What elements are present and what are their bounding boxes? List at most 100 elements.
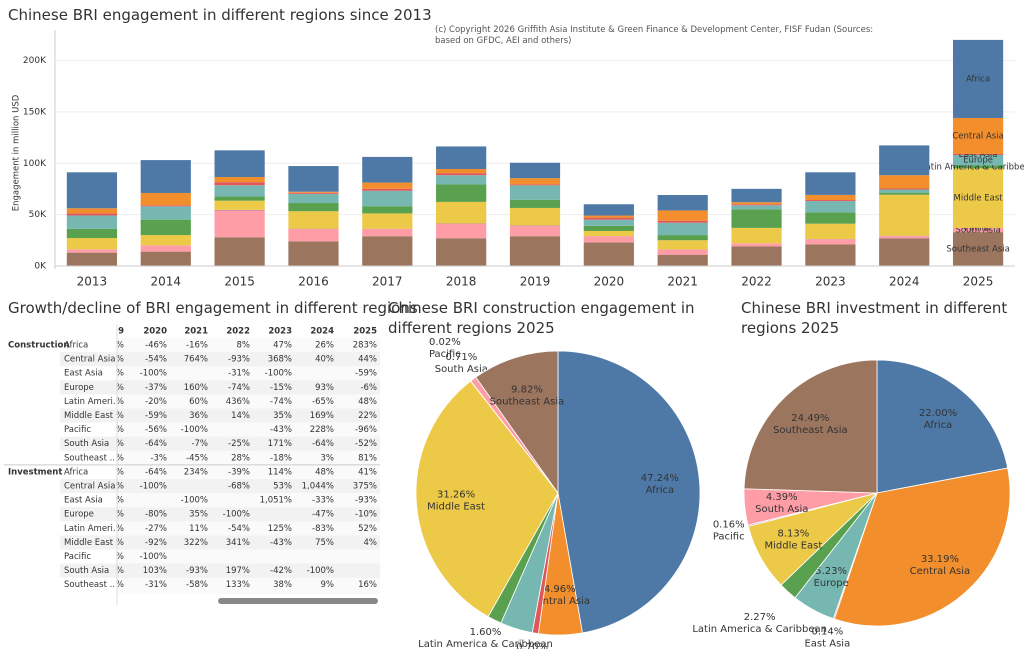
cell: 35%	[189, 510, 208, 520]
cell: 9%	[321, 580, 335, 590]
x-tick-label: 2016	[298, 275, 329, 289]
bar-segment	[140, 235, 191, 246]
cell: -100%	[140, 482, 167, 492]
cell: -59%	[355, 369, 377, 379]
x-tick-label: 2025	[963, 275, 994, 289]
cell: 322%	[184, 538, 208, 548]
bar-segment	[879, 189, 930, 193]
pie-slice	[743, 359, 878, 494]
row-label: Pacific	[64, 425, 91, 435]
cell: 11%	[189, 524, 208, 534]
cell: -16%	[186, 341, 208, 351]
cell: 171%	[268, 439, 292, 449]
cell: -59%	[145, 411, 167, 421]
bar-title: Chinese BRI engagement in different regi…	[8, 6, 432, 24]
cell: -46%	[145, 341, 167, 351]
bar-segment	[731, 243, 782, 247]
bar-segment	[805, 201, 856, 213]
bar-segment	[66, 252, 118, 266]
bar-segment	[288, 241, 339, 266]
bar-segment	[214, 185, 265, 197]
copyright: (c) Copyright 2026 Griffith Asia Institu…	[435, 25, 874, 46]
group-label: Construction	[8, 341, 69, 351]
cell: 44%	[358, 355, 377, 365]
cell: 75%	[315, 538, 334, 548]
cell: 114%	[268, 467, 292, 477]
cell: %	[116, 496, 124, 506]
slice-value: 4.96%	[544, 584, 576, 595]
column-header: 2025	[353, 327, 377, 337]
cell: -64%	[145, 467, 167, 477]
x-tick-label: 2020	[594, 275, 625, 289]
bar-segment	[805, 244, 856, 266]
cell: -58%	[186, 580, 208, 590]
slice-name: Europe	[814, 578, 849, 589]
cell: %	[116, 397, 124, 407]
cell: 1,044%	[302, 482, 334, 492]
bar-segment	[436, 238, 487, 266]
cell: 81%	[358, 453, 377, 463]
cell: -43%	[270, 425, 292, 435]
cell: 41%	[358, 467, 377, 477]
cell: %	[116, 538, 124, 548]
slice-value: 9.82%	[511, 385, 543, 396]
bar-segment	[214, 196, 265, 201]
bar-segment	[657, 195, 708, 211]
x-tick-label: 2014	[150, 275, 181, 289]
row-label: Africa	[64, 341, 88, 351]
y-tick-label: 150K	[23, 107, 47, 117]
cell: 133%	[226, 580, 250, 590]
bar-segment	[805, 172, 856, 195]
bar-segment	[288, 192, 339, 194]
cell: 375%	[353, 482, 377, 492]
cell: -42%	[270, 566, 292, 576]
bar-segment	[140, 206, 191, 220]
cell: -20%	[145, 397, 167, 407]
bar-segment	[66, 238, 118, 250]
cell: -43%	[270, 538, 292, 548]
bar-segment	[362, 156, 413, 183]
cell: 35%	[273, 411, 292, 421]
bar-segment	[140, 219, 191, 236]
bar-segment	[509, 225, 561, 226]
cell: -100%	[140, 369, 167, 379]
cell: -100%	[181, 425, 208, 435]
row-label: Latin Ameri..	[64, 397, 118, 407]
bar-segment	[952, 154, 1004, 166]
pie-slice	[833, 467, 1011, 627]
bar-segment	[214, 182, 265, 186]
bar-segment	[362, 229, 413, 237]
cell: -80%	[145, 510, 167, 520]
bar-segment	[214, 150, 265, 178]
cell: %	[116, 369, 124, 379]
x-tick-label: 2023	[815, 275, 846, 289]
bar-segment	[657, 240, 708, 250]
slice-value: 0.16%	[713, 520, 745, 531]
segment-label: Pacific	[965, 223, 992, 233]
cell: -74%	[270, 397, 292, 407]
bar-segment	[288, 203, 339, 212]
bar-segment	[288, 191, 339, 193]
bar-segment	[731, 204, 782, 206]
column-header: 9	[118, 327, 124, 337]
cell: 234%	[184, 467, 208, 477]
slice-value: 2.27%	[744, 612, 776, 623]
cell: -68%	[228, 482, 250, 492]
bar-segment	[214, 210, 265, 238]
bar-segment	[583, 219, 634, 226]
cell: -18%	[270, 453, 292, 463]
bar-segment	[731, 227, 782, 244]
cell: %	[116, 580, 124, 590]
bar-segment	[731, 188, 782, 203]
row-label: Southeast ..	[64, 453, 115, 463]
cell: 22%	[358, 411, 377, 421]
cell: -100%	[265, 369, 292, 379]
bar-segment	[509, 185, 561, 200]
cell: 26%	[315, 341, 334, 351]
bar-segment	[805, 194, 856, 201]
row-label: Africa	[64, 467, 88, 477]
scrollbar[interactable]	[218, 598, 378, 604]
cell: -93%	[228, 355, 250, 365]
bar-segment	[657, 235, 708, 241]
